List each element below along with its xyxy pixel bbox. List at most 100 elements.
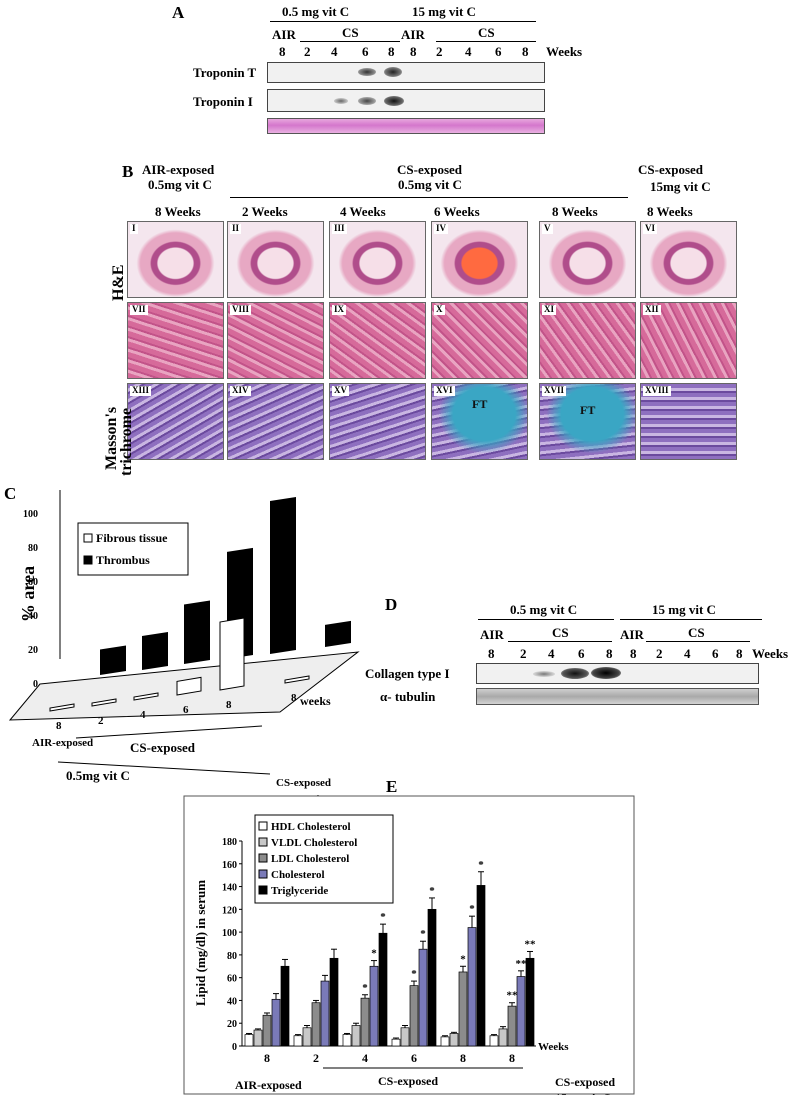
data-bar — [525, 957, 535, 1047]
legend-label: Fibrous tissue — [96, 531, 168, 545]
y-tick-label: 20 — [227, 1019, 237, 1030]
micrograph-panel: X — [431, 302, 528, 379]
micrograph-panel: XVII FT — [539, 383, 636, 460]
panel-a-dose-low-line — [270, 21, 400, 22]
panel-b-cs15-group-1: CS-exposed — [638, 162, 704, 177]
panel-c-letter: C — [4, 484, 17, 503]
micrograph-numeral: XII — [643, 304, 661, 315]
legend-swatch — [258, 869, 268, 879]
y-tick-label: 60 — [227, 974, 237, 985]
panel-d-row-tubulin: α- tubulin — [380, 689, 436, 704]
y-axis-label: Lipid (mg/dl) in serum — [193, 880, 208, 1006]
group-label: CS-exposed — [276, 777, 331, 789]
legend-label: VLDL Cholesterol — [271, 837, 357, 849]
thrombus-bar — [270, 497, 296, 654]
panel-d-lane-label: 4 — [684, 646, 691, 661]
y-tick-label: 0 — [33, 679, 38, 690]
fibrous-bar — [284, 675, 310, 684]
y-tick-label: 180 — [222, 837, 237, 848]
stain-he-label: H&E — [110, 264, 127, 301]
micrograph-numeral: VII — [130, 304, 148, 315]
panel-b-cs-group-1: CS-exposed — [397, 162, 463, 177]
data-bar — [427, 908, 437, 1047]
micrograph-numeral: V — [542, 223, 553, 234]
micrograph-panel: XIII — [127, 383, 224, 460]
panel-b-cs-group-2: 0.5mg vit C — [398, 177, 462, 192]
panel-d-letter: D — [385, 595, 398, 614]
x-tick-label: 8 — [509, 1051, 515, 1065]
y-tick-label: 100 — [222, 928, 237, 939]
micrograph-panel: I — [127, 221, 224, 298]
y-tick-label: 0 — [232, 1042, 237, 1053]
micrograph-numeral: IV — [434, 223, 449, 234]
data-bar — [409, 985, 419, 1047]
legend-swatch — [83, 533, 93, 543]
troponin-t-blot — [267, 62, 545, 83]
panel-a-lane-label: 4 — [331, 44, 338, 59]
significance-mark: * — [429, 885, 435, 897]
significance-mark: * — [380, 911, 386, 923]
significance-mark: * — [420, 928, 426, 940]
group-line — [75, 725, 263, 739]
significance-mark: * — [460, 953, 466, 965]
data-bar — [378, 932, 388, 1047]
micrograph-panel: XII — [640, 302, 737, 379]
y-tick-label: 80 — [227, 951, 237, 962]
data-bar — [320, 980, 330, 1047]
panel-d-lane-label: 2 — [520, 646, 527, 661]
timepoint-label: 8 Weeks — [647, 204, 693, 219]
panel-a-lane-label: 8 — [522, 44, 529, 59]
panel-d-cs-high-line — [646, 641, 750, 642]
micrograph-numeral: VI — [643, 223, 658, 234]
micrograph-panel: VII — [127, 302, 224, 379]
legend-label: Cholesterol — [271, 869, 325, 881]
panel-d-lane-label: 6 — [712, 646, 719, 661]
micrograph-numeral: XVII — [542, 385, 567, 396]
significance-mark: * — [411, 968, 417, 980]
data-bar — [360, 997, 370, 1047]
micrograph-numeral: III — [332, 223, 347, 234]
significance-mark: * — [371, 948, 377, 960]
micrograph-numeral: X — [434, 304, 445, 315]
data-bar — [302, 1027, 312, 1047]
panel-b-cs15-group-2: 15mg vit C — [650, 179, 711, 194]
fibrous-bar — [91, 698, 117, 707]
panel-a-lane-label: 6 — [495, 44, 502, 59]
group-line — [57, 761, 271, 775]
timepoint-label: 8 Weeks — [155, 204, 201, 219]
micrograph-numeral: XVIII — [643, 385, 671, 396]
ponceau-loading-control — [267, 118, 545, 134]
ft-label: FT — [580, 403, 596, 417]
legend-label: Triglyceride — [271, 885, 328, 897]
collagen-blot — [476, 663, 759, 684]
y-tick-label: 100 — [23, 509, 38, 520]
panel-a-air-high: AIR — [401, 27, 425, 42]
legend-box — [254, 814, 394, 904]
panel-d-dose-high-line — [620, 619, 762, 620]
timepoint-label: 6 Weeks — [434, 204, 480, 219]
y-tick-label: 120 — [222, 905, 237, 916]
legend-swatch — [258, 853, 268, 863]
panel-d-lane-label: 6 — [578, 646, 585, 661]
panel-a-lane-label: 6 — [362, 44, 369, 59]
x-tick-label: 8 — [460, 1051, 466, 1065]
panel-a-air-low: AIR — [272, 27, 296, 42]
panel-d-lane-label: 4 — [548, 646, 555, 661]
data-bar — [271, 998, 281, 1047]
significance-mark: ** — [525, 938, 537, 950]
group-label: 0.5mg vit C — [66, 768, 130, 783]
x-tick-label: 6 — [411, 1051, 417, 1065]
legend-swatch — [258, 837, 268, 847]
y-tick-label: 40 — [227, 996, 237, 1007]
micrograph-numeral: XI — [542, 304, 557, 315]
group-label: CS-exposed — [555, 1075, 615, 1089]
data-bar — [253, 1029, 263, 1047]
thrombus-bar — [142, 632, 168, 670]
micrograph-numeral: I — [130, 223, 138, 234]
fibrous-bar — [219, 617, 245, 691]
data-bar — [329, 957, 339, 1047]
micrograph-panel: VI — [640, 221, 737, 298]
panel-d-dose-low: 0.5 mg vit C — [510, 602, 578, 617]
panel-d-lane-label: 8 — [736, 646, 743, 661]
timepoint-label: 4 Weeks — [340, 204, 386, 219]
